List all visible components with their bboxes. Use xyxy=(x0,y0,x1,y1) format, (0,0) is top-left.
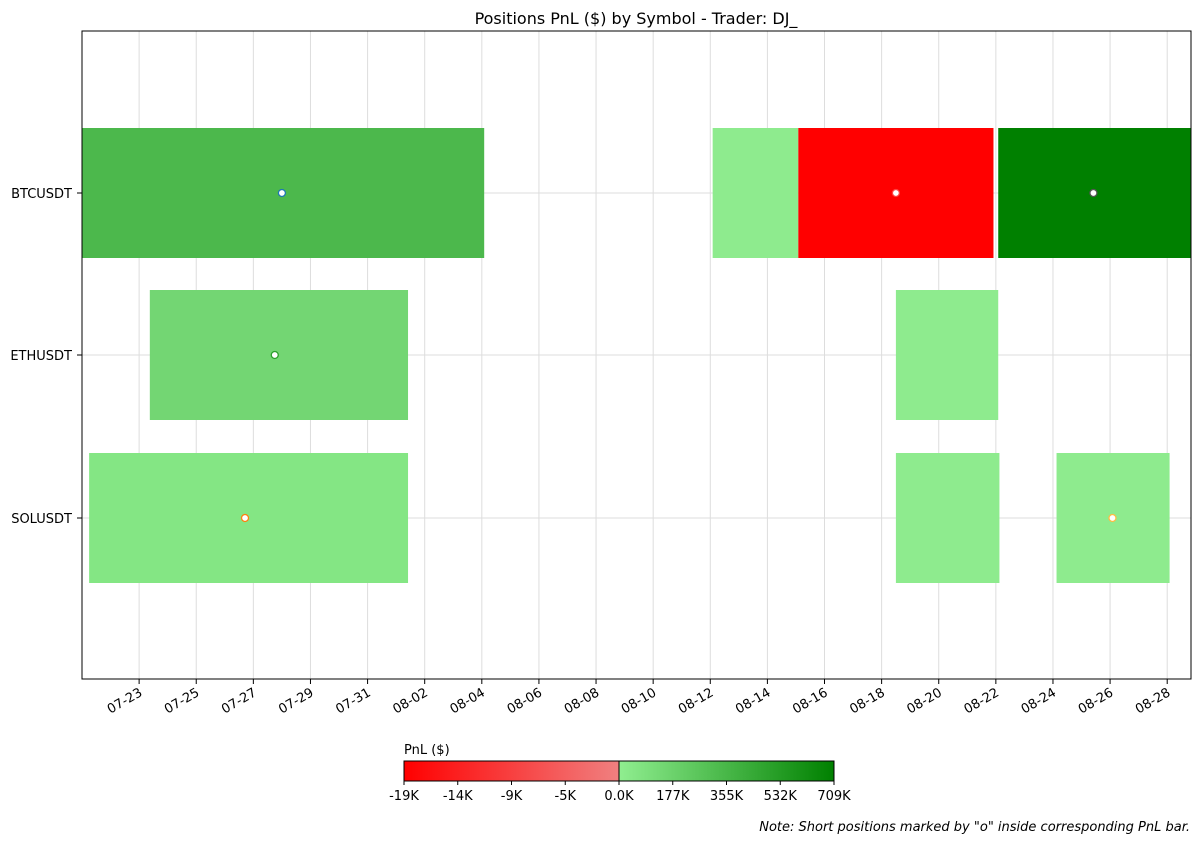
short-position-marker xyxy=(277,188,287,198)
position-bar xyxy=(895,290,999,420)
x-tick-label: 08-12 xyxy=(676,685,716,717)
x-tick-label: 08-20 xyxy=(905,685,945,717)
x-tick-label: 08-22 xyxy=(962,685,1002,717)
colorbar-tick-label: -5K xyxy=(555,789,577,804)
colorbar-positive xyxy=(619,761,834,781)
colorbar: PnL ($) -19K -14K -9K -5K 0.0K 177K 355K 532K 70… xyxy=(389,743,851,804)
x-axis: 07-23 07-25 07-27 07-29 07-31 08-02 08-04 08-06… xyxy=(105,679,1173,717)
short-position-marker xyxy=(240,513,250,523)
colorbar-tick-label: -14K xyxy=(443,789,473,804)
chart-title: Positions PnL ($) by Symbol - Trader: DJ… xyxy=(475,9,799,29)
colorbar-tick-label: 532K xyxy=(764,789,798,804)
x-tick-label: 08-06 xyxy=(505,685,545,717)
x-tick-label: 08-14 xyxy=(733,685,773,717)
x-tick-label: 08-16 xyxy=(790,685,830,717)
x-tick-label: 08-26 xyxy=(1076,685,1116,717)
colorbar-tick-label: -9K xyxy=(501,789,523,804)
colorbar-tick-label: 0.0K xyxy=(604,789,634,804)
y-axis: BTCUSDT ETHUSDT SOLUSDT xyxy=(10,187,82,527)
position-bar xyxy=(149,290,409,420)
position-bar xyxy=(895,453,1000,583)
x-tick-label: 07-25 xyxy=(162,685,202,717)
short-position-marker xyxy=(891,188,901,198)
y-tick-label: SOLUSDT xyxy=(11,512,72,527)
x-tick-label: 08-24 xyxy=(1019,685,1059,717)
x-tick-label: 08-02 xyxy=(390,685,430,717)
short-position-marker xyxy=(1089,188,1098,198)
x-tick-label: 07-31 xyxy=(333,685,373,717)
x-tick-label: 08-04 xyxy=(448,685,488,717)
colorbar-tick-label: 177K xyxy=(656,789,690,804)
short-position-marker xyxy=(1108,513,1117,523)
position-bar xyxy=(712,128,799,258)
colorbar-negative xyxy=(404,761,619,781)
colorbar-label: PnL ($) xyxy=(404,743,450,758)
short-position-note: Note: Short positions marked by "o" insi… xyxy=(759,820,1190,835)
colorbar-tick-label: 355K xyxy=(710,789,744,804)
x-tick-label: 08-10 xyxy=(619,685,659,717)
x-tick-label: 07-29 xyxy=(276,685,316,717)
x-tick-label: 08-28 xyxy=(1133,685,1173,717)
bars-layer xyxy=(82,128,1191,583)
colorbar-tick-label: -19K xyxy=(389,789,419,804)
y-tick-label: ETHUSDT xyxy=(10,349,72,364)
short-position-marker xyxy=(270,350,279,360)
markers-layer xyxy=(240,188,1117,523)
x-tick-label: 08-08 xyxy=(562,685,602,717)
colorbar-tick-label: 709K xyxy=(817,789,851,804)
x-tick-label: 07-23 xyxy=(105,685,145,717)
y-tick-label: BTCUSDT xyxy=(11,187,72,202)
x-tick-label: 08-18 xyxy=(847,685,887,717)
x-tick-label: 07-27 xyxy=(219,685,259,717)
